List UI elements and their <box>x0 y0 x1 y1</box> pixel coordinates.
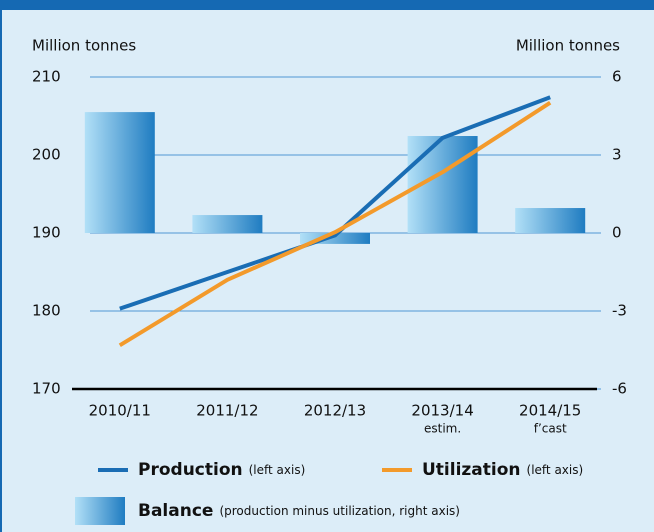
bar <box>84 112 155 233</box>
y2-tick-label: 3 <box>612 146 622 164</box>
left-border <box>0 0 2 532</box>
y2-axis-label: Million tonnes <box>516 37 620 55</box>
y-tick-label: 180 <box>32 302 61 320</box>
legend-name: Balance <box>138 501 213 521</box>
y-tick-label: 210 <box>32 68 61 86</box>
legend-entry: Production (left axis) <box>138 460 305 480</box>
line-series <box>119 95 551 311</box>
legend-note: (left axis) <box>249 463 306 477</box>
legend-name: Utilization <box>422 460 521 480</box>
x-tick-label: 2014/15 <box>519 402 581 420</box>
legend-note: (production minus utilization, right axi… <box>219 504 460 518</box>
bar <box>300 233 370 244</box>
x-tick-label: 2010/11 <box>89 402 151 420</box>
y-axis-label: Million tonnes <box>32 37 136 55</box>
y2-tick-label: -6 <box>612 380 627 398</box>
top-bar <box>0 0 654 10</box>
x-tick-note: estim. <box>424 422 461 436</box>
legend-name: Production <box>138 460 243 480</box>
y-tick-label: 170 <box>32 380 61 398</box>
y-tick-label: 200 <box>32 146 61 164</box>
legend-note: (left axis) <box>527 463 584 477</box>
x-tick-note: f’cast <box>534 422 567 436</box>
y2-tick-label: -3 <box>612 302 627 320</box>
legend-entry: Utilization (left axis) <box>422 460 583 480</box>
x-tick-label: 2011/12 <box>196 402 258 420</box>
x-tick-label: 2012/13 <box>304 402 366 420</box>
bar <box>515 208 586 233</box>
y2-tick-label: 0 <box>612 224 622 242</box>
y2-tick-label: 6 <box>612 68 622 86</box>
x-tick-label: 2013/14 <box>411 402 473 420</box>
legend-entry: Balance (production minus utilization, ri… <box>138 501 460 521</box>
line-series <box>118 101 552 348</box>
bar <box>192 215 263 233</box>
y-tick-label: 190 <box>32 224 61 242</box>
legend-swatch <box>75 497 125 525</box>
